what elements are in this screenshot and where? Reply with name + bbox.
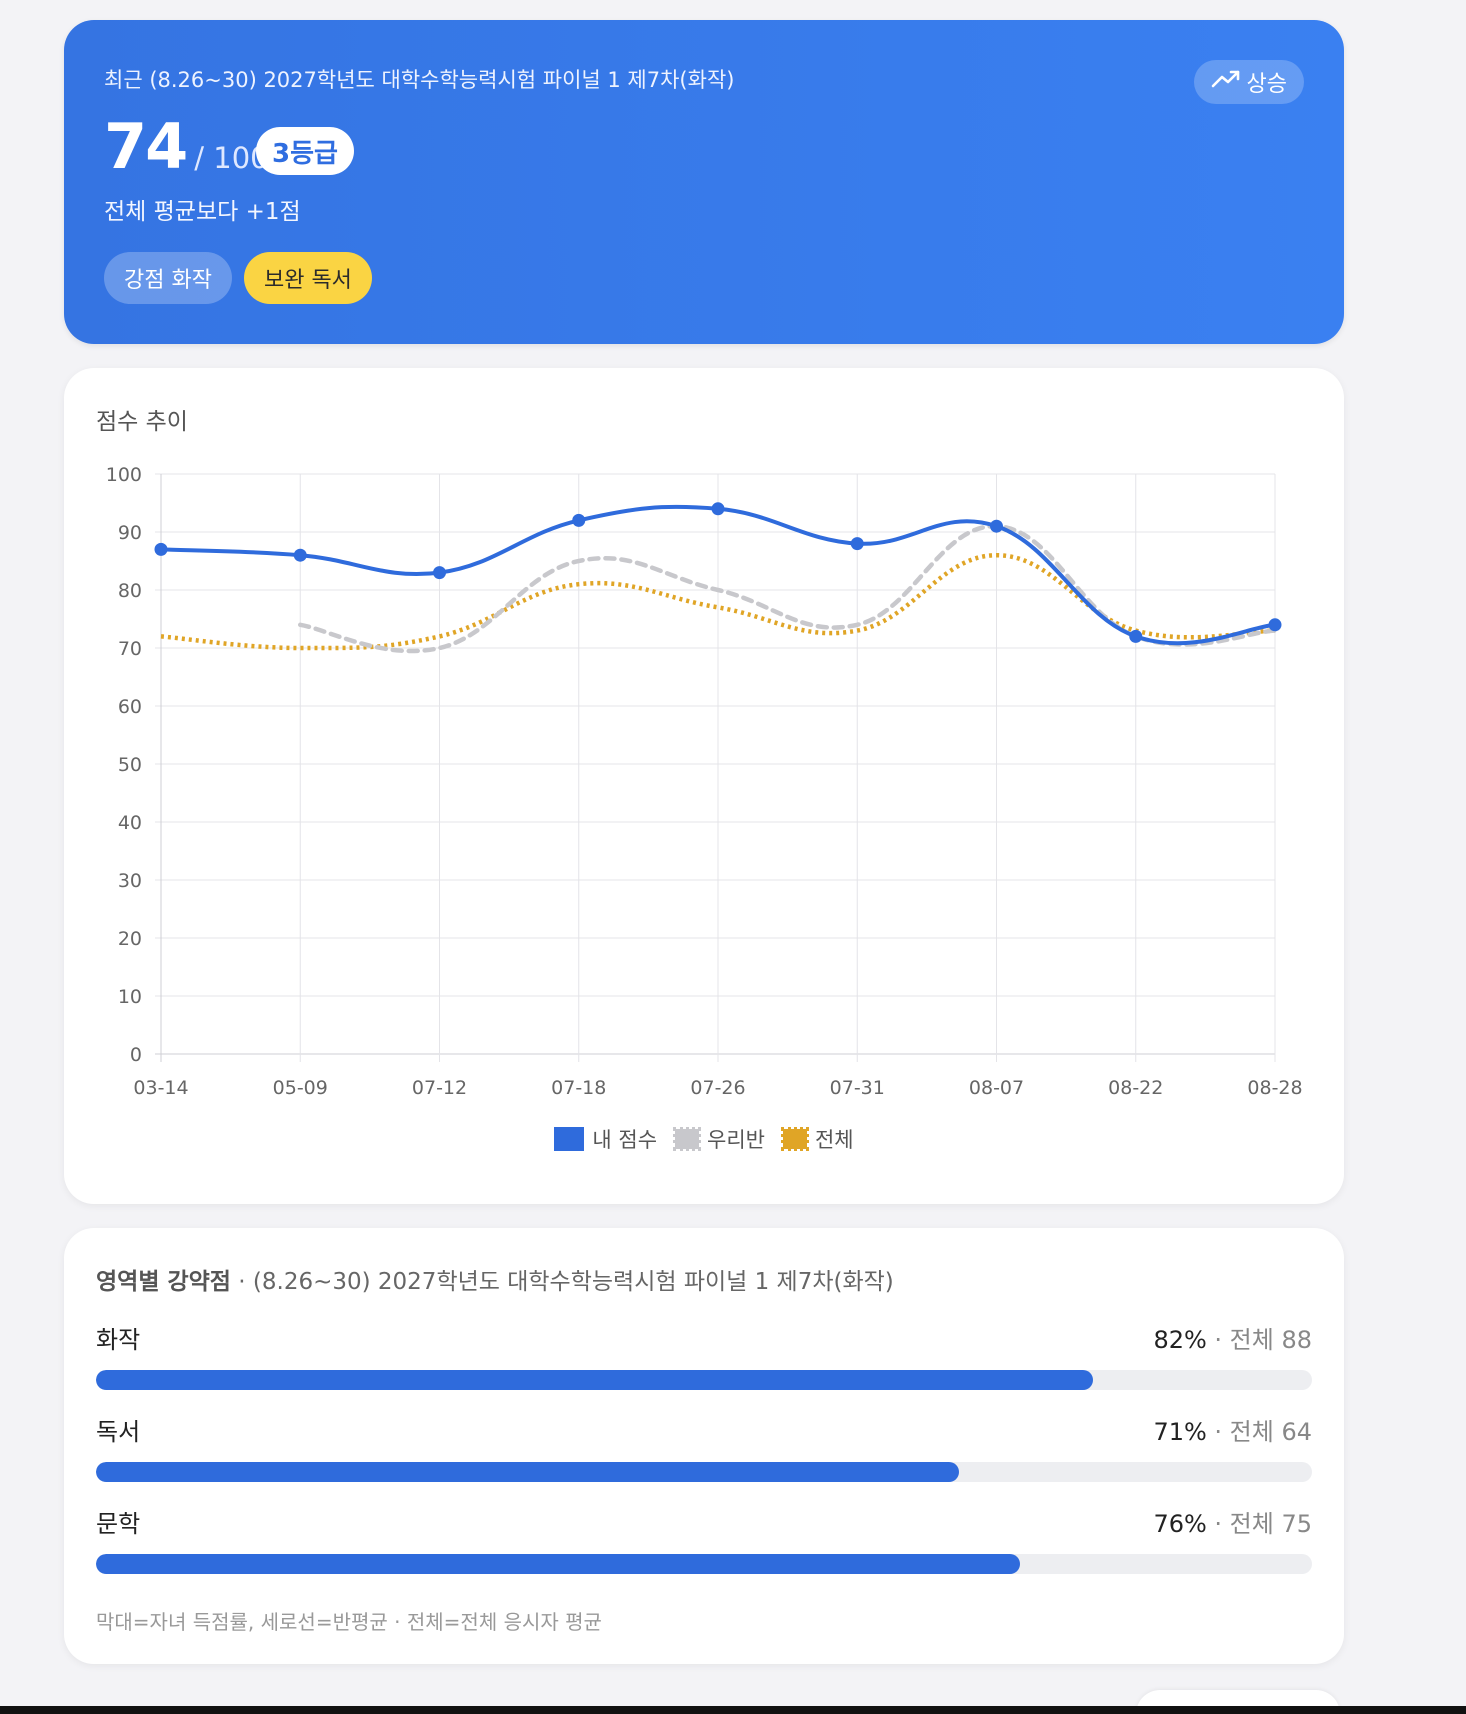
y-tick-label: 100 bbox=[106, 464, 142, 486]
area-progress-fill bbox=[96, 1462, 960, 1482]
legend-swatch bbox=[554, 1127, 585, 1151]
summary-card: 최근 (8.26~30) 2027학년도 대학수학능력시험 파이널 1 제7차(… bbox=[64, 20, 1344, 344]
y-tick-label: 10 bbox=[118, 986, 142, 1008]
x-tick-label: 07-12 bbox=[412, 1077, 467, 1099]
area-label: 문학 bbox=[96, 1510, 141, 1538]
score-value: 74 bbox=[104, 110, 188, 183]
trend-badge[interactable]: 상승 bbox=[1193, 60, 1304, 104]
legend-label: 내 점수 bbox=[592, 1128, 658, 1152]
chart-title: 점수 추이 bbox=[96, 409, 188, 435]
area-progress-track bbox=[96, 1554, 1312, 1574]
score-row: 74 / 100 bbox=[104, 116, 269, 178]
x-tick-label: 07-26 bbox=[690, 1077, 745, 1099]
area-average: · 전체 75 bbox=[1206, 1510, 1312, 1538]
data-point bbox=[990, 519, 1003, 533]
trending-up-icon bbox=[1211, 69, 1241, 95]
y-tick-label: 20 bbox=[118, 928, 142, 950]
y-tick-label: 80 bbox=[118, 580, 142, 602]
area-score: 82% · 전체 88 bbox=[1153, 1320, 1312, 1355]
score-diff-text: 전체 평균보다 +1점 bbox=[104, 199, 301, 225]
legend-item[interactable]: 전체 bbox=[780, 1124, 854, 1154]
area-progress-track bbox=[96, 1370, 1312, 1390]
legend-label: 우리반 bbox=[707, 1128, 765, 1152]
area-title-exam: · (8.26~30) 2027학년도 대학수학능력시험 파이널 1 제7차(화… bbox=[230, 1269, 894, 1295]
area-score: 71% · 전체 64 bbox=[1153, 1412, 1312, 1447]
y-tick-label: 60 bbox=[118, 696, 142, 718]
area-percent: 76% bbox=[1153, 1510, 1207, 1538]
area-progress-fill bbox=[96, 1370, 1094, 1390]
score-trend-chart: 0 10 20 30 40 50 60 70 80 90 100 03-14 05-09 07-12 07-… bbox=[106, 464, 1303, 1099]
data-point bbox=[154, 542, 168, 556]
legend-swatch bbox=[673, 1127, 702, 1151]
data-point bbox=[293, 548, 307, 562]
area-label: 독서 bbox=[96, 1418, 141, 1446]
x-tick-label: 05-09 bbox=[273, 1077, 328, 1099]
area-percent: 82% bbox=[1153, 1326, 1207, 1354]
area-title: 영역별 강약점 · (8.26~30) 2027학년도 대학수학능력시험 파이널… bbox=[96, 1262, 894, 1296]
x-tick-label: 07-18 bbox=[551, 1077, 606, 1099]
data-point bbox=[850, 537, 864, 551]
area-strength-card: 영역별 강약점 · (8.26~30) 2027학년도 대학수학능력시험 파이널… bbox=[64, 1228, 1344, 1664]
legend-item[interactable]: 우리반 bbox=[673, 1124, 765, 1154]
legend-swatch bbox=[780, 1127, 809, 1151]
strength-tag[interactable]: 강점 화작 bbox=[104, 252, 232, 304]
data-point bbox=[433, 566, 446, 580]
legend-label: 전체 bbox=[814, 1128, 854, 1152]
data-point bbox=[1129, 629, 1143, 643]
area-row-munhak: 문학 76% · 전체 75 bbox=[96, 1504, 1312, 1574]
area-footnote: 막대=자녀 득점률, 세로선=반평균 · 전체=전체 응시자 평균 bbox=[96, 1610, 602, 1634]
area-average: · 전체 88 bbox=[1206, 1326, 1312, 1354]
trend-label: 상승 bbox=[1246, 72, 1287, 97]
y-tick-label: 30 bbox=[118, 870, 142, 892]
y-tick-label: 70 bbox=[118, 638, 142, 660]
data-point bbox=[1268, 618, 1282, 632]
y-tick-label: 90 bbox=[118, 522, 142, 544]
area-row-hwajak: 화작 82% · 전체 88 bbox=[96, 1320, 1312, 1390]
bottom-edge bbox=[0, 1706, 1466, 1714]
x-tick-label: 03-14 bbox=[133, 1077, 188, 1099]
x-tick-label: 08-28 bbox=[1247, 1077, 1302, 1099]
y-tick-label: 50 bbox=[118, 754, 142, 776]
data-point bbox=[572, 513, 586, 527]
area-label: 화작 bbox=[96, 1326, 141, 1354]
exam-subtitle: 최근 (8.26~30) 2027학년도 대학수학능력시험 파이널 1 제7차(… bbox=[104, 68, 735, 92]
area-row-dokseo: 독서 71% · 전체 64 bbox=[96, 1412, 1312, 1482]
series-line-overall-avg bbox=[160, 552, 1276, 651]
area-percent: 71% bbox=[1153, 1418, 1207, 1446]
area-progress-fill bbox=[96, 1554, 1021, 1574]
chart-legend: 내 점수 우리반 전체 bbox=[64, 1124, 1344, 1154]
x-tick-label: 08-07 bbox=[969, 1077, 1024, 1099]
legend-item[interactable]: 내 점수 bbox=[554, 1124, 657, 1154]
tag-list: 강점 화작 보완 독서 bbox=[104, 252, 372, 304]
area-title-bold: 영역별 강약점 bbox=[96, 1269, 231, 1295]
y-tick-label: 40 bbox=[118, 812, 142, 834]
score-trend-card: 점수 추이 0 10 20 30 40 50 60 70 80 90 100 03-14 05-09 07… bbox=[64, 368, 1344, 1204]
weakness-tag[interactable]: 보완 독서 bbox=[243, 252, 372, 304]
data-point bbox=[711, 502, 725, 516]
y-tick-label: 0 bbox=[130, 1044, 142, 1066]
area-average: · 전체 64 bbox=[1206, 1418, 1312, 1446]
area-score: 76% · 전체 75 bbox=[1153, 1504, 1312, 1539]
x-tick-label: 07-31 bbox=[830, 1077, 885, 1099]
x-tick-label: 08-22 bbox=[1108, 1077, 1163, 1099]
area-progress-track bbox=[96, 1462, 1312, 1482]
grade-badge: 3등급 bbox=[256, 127, 354, 175]
